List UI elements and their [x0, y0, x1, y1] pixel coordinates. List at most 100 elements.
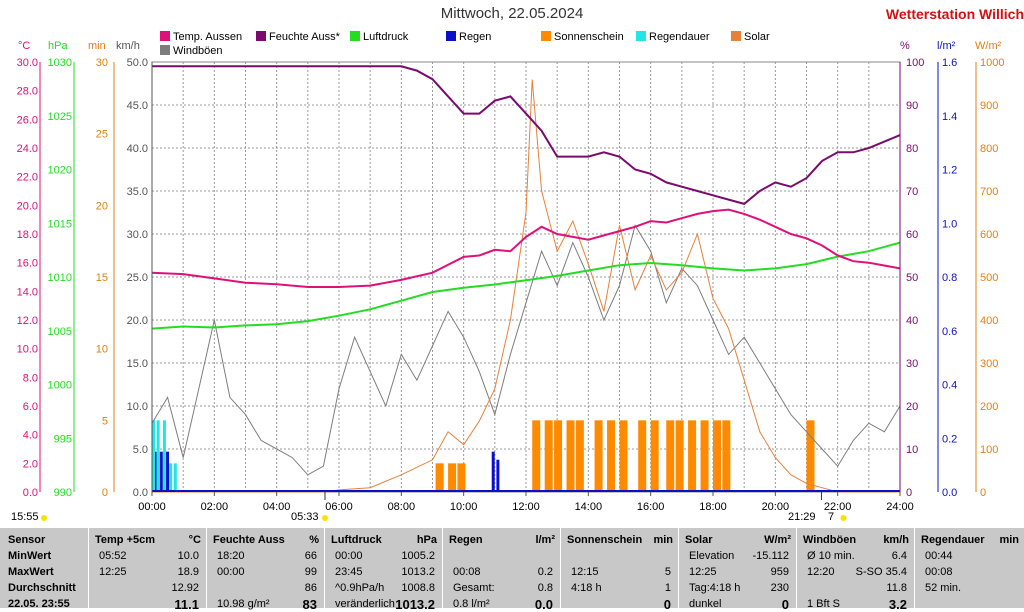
solar-tick-label: 0: [980, 487, 986, 499]
bar-sonnenschein: [544, 420, 553, 492]
legend-rain: Regen: [446, 31, 491, 43]
solar-tick-label: 400: [980, 315, 998, 327]
percent-tick-label: 60: [906, 229, 918, 241]
legend-label: Windböen: [173, 45, 223, 57]
rain-tick-label: 0.4: [942, 380, 957, 392]
rain-tick-label: 0.6: [942, 326, 957, 338]
table-column-solar: Solar W/m² Elevation -15.112 12:25 959 Tag:4:1…: [678, 528, 797, 612]
minutes-tick-label: 25: [96, 129, 108, 141]
cell-value: 1: [664, 582, 671, 594]
legend-solar: Solar: [731, 31, 770, 43]
column-unit: l/m²: [535, 534, 555, 546]
line-luftdruck: [151, 241, 901, 330]
cell-time: 12:25: [689, 566, 717, 578]
bar-regendauer: [169, 463, 173, 492]
summary-table: [0, 528, 1024, 608]
solar-tick-label: 700: [980, 186, 998, 198]
cell-value: 83: [302, 597, 317, 612]
column-header: Temp +5cm: [95, 534, 156, 546]
cell-value: 10.0: [177, 550, 199, 562]
solar-tick-label: 100: [980, 444, 998, 456]
sunset-dot: [840, 515, 847, 521]
temp-unit: °C: [18, 40, 31, 52]
minutes-tick-label: 15: [96, 272, 108, 284]
percent-unit: %: [900, 40, 910, 52]
table-column-rain: Regen l/m² 00:08 0.2 Gesamt: 0.8 0.8 l/m² 0.0: [442, 528, 561, 612]
sunrise-time: 05:33: [291, 511, 319, 523]
wind-tick-label: 45.0: [127, 100, 148, 112]
bar-sonnenschein: [675, 420, 684, 492]
legend-gusts: Windböen: [160, 45, 223, 57]
percent-tick-label: 0: [906, 487, 912, 499]
bar-regen: [166, 451, 170, 492]
column-header: Luftdruck: [331, 534, 382, 546]
solar-tick-label: 300: [980, 358, 998, 370]
percent-tick-label: 10: [906, 444, 918, 456]
legend-label: Sonnenschein: [554, 31, 624, 43]
pressure-tick-label: 995: [54, 433, 72, 445]
pressure-unit: hPa: [48, 40, 68, 52]
solar-tick-label: 200: [980, 401, 998, 413]
column-unit: %: [309, 534, 319, 546]
chart-title: Mittwoch, 22.05.2024: [440, 5, 584, 22]
pressure-tick-label: 1005: [48, 326, 72, 338]
column-header: Regen: [449, 534, 483, 546]
bar-regen: [496, 459, 500, 492]
row-label-max: MaxWert: [8, 566, 54, 578]
temp-tick-label: 0.0: [23, 487, 38, 499]
cell-time: Ø 10 min.: [807, 550, 855, 562]
line-solar: [152, 79, 900, 493]
cell-value: 0.0: [534, 597, 553, 612]
start-dot: [41, 515, 47, 521]
cell-time: 1 Bft S: [807, 598, 841, 610]
cell-value: 11.1: [174, 597, 199, 612]
cell-value: -15.112: [752, 550, 790, 562]
percent-tick-label: 20: [906, 401, 918, 413]
minutes-tick-label: 10: [96, 344, 108, 356]
cell-value: 86: [304, 582, 317, 594]
legend-temp: Temp. Aussen: [160, 31, 242, 43]
rain-tick-label: 0.0: [942, 487, 957, 499]
cell-time: ^0.9hPa/h: [335, 582, 385, 594]
column-unit: km/h: [883, 534, 909, 546]
legend-swatch: [350, 31, 360, 41]
solar-tick-label: 800: [980, 143, 998, 155]
bar-sonnenschein: [457, 463, 466, 492]
wind-tick-label: 15.0: [127, 358, 148, 370]
cell-time: 4:18 h: [571, 582, 602, 594]
temp-tick-label: 28.0: [17, 86, 38, 98]
cell-time: 00:08: [453, 566, 481, 578]
rain-tick-label: 1.2: [942, 165, 957, 177]
column-unit: min: [653, 534, 673, 546]
bar-sonnenschein: [575, 420, 584, 492]
legend-pressure: Luftdruck: [350, 31, 408, 43]
temp-tick-label: 10.0: [17, 344, 38, 356]
percent-tick-label: 50: [906, 272, 918, 284]
rain-tick-label: 1.6: [942, 57, 957, 69]
row-labels: Sensor MinWert MaxWert Durchschnitt 22.0…: [0, 528, 88, 610]
sunset-time: 21:29: [788, 511, 816, 523]
column-header: Feuchte Auss: [213, 534, 285, 546]
cell-value: 959: [770, 566, 789, 578]
bar-regen: [159, 451, 163, 492]
x-tick-label: 06:00: [325, 501, 353, 513]
bar-sonnenschein: [619, 420, 628, 492]
temp-tick-label: 12.0: [17, 315, 38, 327]
x-tick-label: 16:00: [637, 501, 665, 513]
table-column-sun: Sonnenschein min 12:15 5 4:18 h 1 0: [560, 528, 679, 612]
chart-lines: [151, 65, 901, 493]
wind-tick-label: 5.0: [133, 444, 148, 456]
rain-tick-label: 1.4: [942, 111, 957, 123]
cell-value: 11.8: [886, 582, 907, 594]
cell-value: 0: [663, 597, 671, 612]
bar-sonnenschein: [666, 420, 675, 492]
pressure-tick-label: 1025: [48, 111, 72, 123]
bar-regendauer: [156, 420, 160, 492]
cell-value: 1008.8: [401, 582, 435, 594]
cell-time: 12:20: [807, 566, 835, 578]
pressure-tick-label: 1030: [48, 57, 72, 69]
temp-tick-label: 30.0: [17, 57, 38, 69]
bar-sonnenschein: [607, 420, 616, 492]
cell-value: 3.2: [888, 597, 907, 612]
table-column-press: Luftdruck hPa 00:00 1005.2 23:45 1013.2 ^0.9hP…: [324, 528, 443, 612]
